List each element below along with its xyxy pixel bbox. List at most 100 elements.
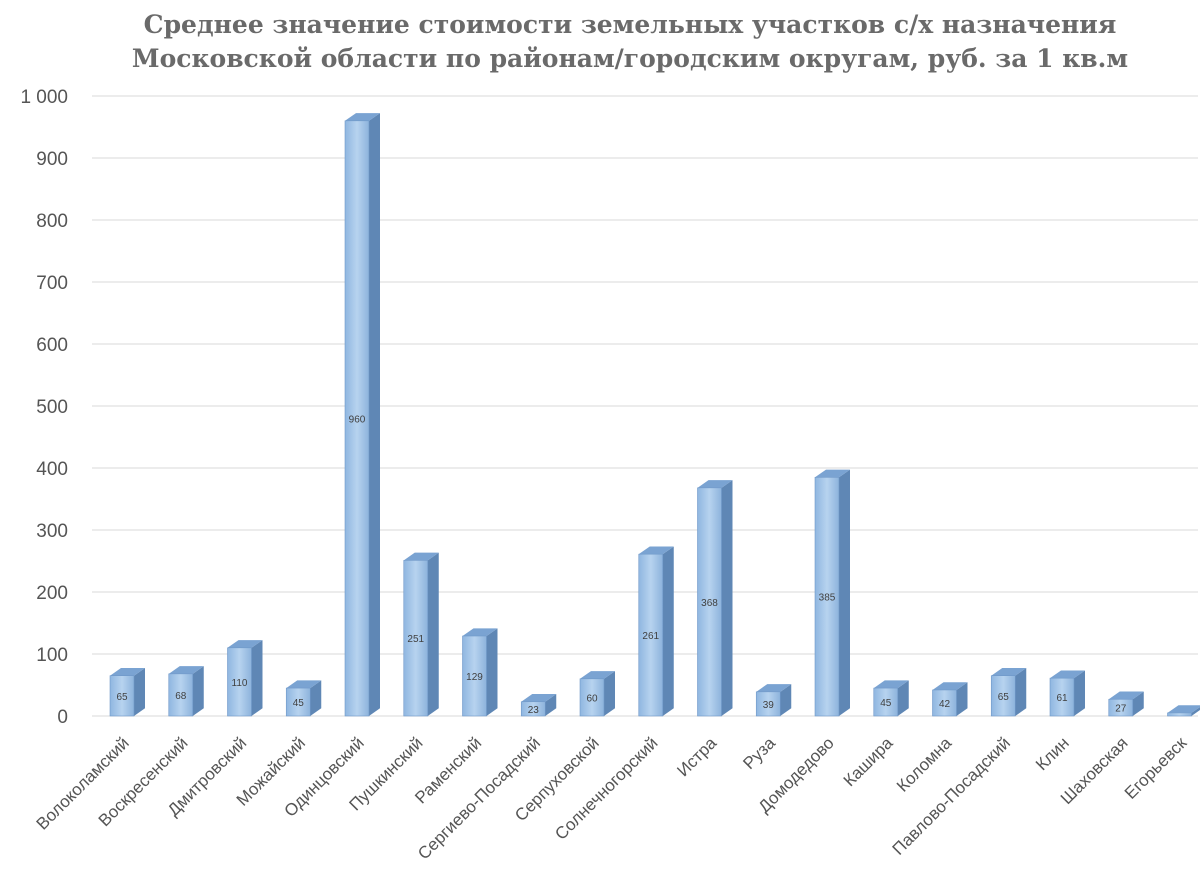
data-label: 39: [763, 700, 775, 711]
bar-side: [369, 113, 380, 717]
bar-side: [134, 668, 145, 716]
y-tick-label: 500: [36, 397, 68, 418]
bar-top: [932, 682, 968, 690]
bar-front: [814, 476, 840, 717]
bar-top: [580, 671, 615, 679]
data-label: 45: [293, 698, 305, 709]
bar-front: [462, 635, 487, 717]
bar-top: [345, 113, 380, 121]
data-label: 27: [1115, 704, 1127, 715]
x-tick-label: Руза: [739, 733, 779, 773]
bar-top: [991, 668, 1027, 676]
data-label: 65: [116, 692, 128, 703]
bar: 45: [285, 680, 322, 717]
y-tick-label: 900: [36, 149, 68, 170]
bar-top: [756, 684, 792, 692]
bar-top: [403, 552, 439, 561]
bar-side: [1132, 691, 1144, 716]
data-label: 261: [642, 631, 659, 642]
bar-side: [486, 628, 498, 716]
data-label: 60: [586, 693, 598, 704]
y-tick-label: 100: [36, 645, 68, 666]
x-tick-label: Кашира: [840, 733, 897, 790]
bar-side: [1015, 668, 1027, 716]
data-label: 960: [349, 414, 366, 425]
bar: 385: [814, 469, 850, 717]
bar: 251: [403, 552, 439, 717]
bar-top: [521, 694, 557, 702]
bar-top: [1167, 705, 1200, 713]
bar-front: [403, 560, 429, 717]
bar-side: [956, 682, 968, 716]
data-label: 45: [880, 698, 892, 709]
data-label: 23: [528, 705, 540, 716]
y-tick-label: 300: [36, 521, 68, 542]
bar: 39: [755, 684, 792, 717]
y-tick-label: 700: [36, 273, 68, 294]
x-axis-ticks: ВолоколамскийВоскресенскийДмитровскийМож…: [33, 733, 1191, 863]
gridlines: [92, 95, 1198, 717]
chart-subtitle: Московской области по районам/городским …: [131, 44, 1129, 73]
bar-side: [310, 680, 322, 716]
bar-front: [1108, 698, 1134, 717]
y-tick-label: 1 000: [20, 87, 68, 108]
bar: 65: [990, 668, 1027, 717]
y-tick-label: 600: [36, 335, 68, 356]
bar-side: [251, 640, 263, 716]
bar-top: [286, 680, 322, 689]
bar-front: [932, 689, 957, 717]
bar: 27: [1108, 691, 1144, 717]
x-tick-label: Коломна: [893, 733, 956, 796]
data-label: 368: [701, 598, 718, 609]
bars: 65 68 110 45 960 251 129 23 60 261 368 39 385 45 42 65 6…: [109, 113, 1200, 717]
bar: 960: [344, 113, 380, 717]
bar-side: [897, 680, 909, 716]
bar-side: [1191, 706, 1200, 716]
x-tick-label: Солнечногорский: [551, 733, 661, 843]
y-tick-label: 0: [57, 707, 68, 728]
bar-side: [604, 671, 615, 716]
x-tick-label: Клин: [1032, 733, 1073, 774]
bar-top: [873, 680, 909, 689]
bar-top: [462, 628, 498, 637]
bar-side: [427, 552, 439, 716]
y-tick-label: 400: [36, 459, 68, 480]
bar-front: [697, 487, 722, 717]
y-tick-label: 800: [36, 211, 68, 232]
bar: 68: [168, 666, 204, 717]
bar: 261: [638, 546, 674, 717]
bar-top: [697, 480, 733, 488]
bar: 110: [227, 640, 263, 717]
bar: 129: [462, 628, 498, 717]
x-tick-label: Егорьевск: [1121, 733, 1191, 803]
bar-front: [638, 553, 664, 717]
bar: 368: [697, 480, 733, 717]
bar-side: [1074, 670, 1085, 716]
y-tick-label: 200: [36, 583, 68, 604]
data-label: 42: [939, 699, 951, 710]
bar-side: [662, 546, 674, 716]
bar-side: [721, 480, 733, 716]
bar: 45: [873, 680, 909, 717]
data-label: 385: [819, 593, 836, 604]
bar-front: [1049, 677, 1075, 717]
bar-front: [109, 675, 135, 717]
data-label: 61: [1056, 693, 1068, 704]
bar-side: [192, 666, 204, 716]
data-label: 68: [175, 691, 187, 702]
bar: 42: [932, 682, 968, 717]
bar-side: [839, 469, 850, 716]
bar-top: [227, 640, 263, 648]
data-label: 110: [232, 678, 248, 689]
bar-top: [168, 666, 204, 674]
bar-front: [990, 675, 1016, 717]
bar-front: [873, 687, 899, 717]
bar-top: [1050, 670, 1085, 679]
data-label: 65: [998, 692, 1010, 703]
bar: 65: [109, 668, 145, 717]
chart-title: Среднее значение стоимости земельных уча…: [143, 10, 1117, 39]
bar-top: [815, 469, 850, 478]
bar-top: [110, 668, 145, 676]
